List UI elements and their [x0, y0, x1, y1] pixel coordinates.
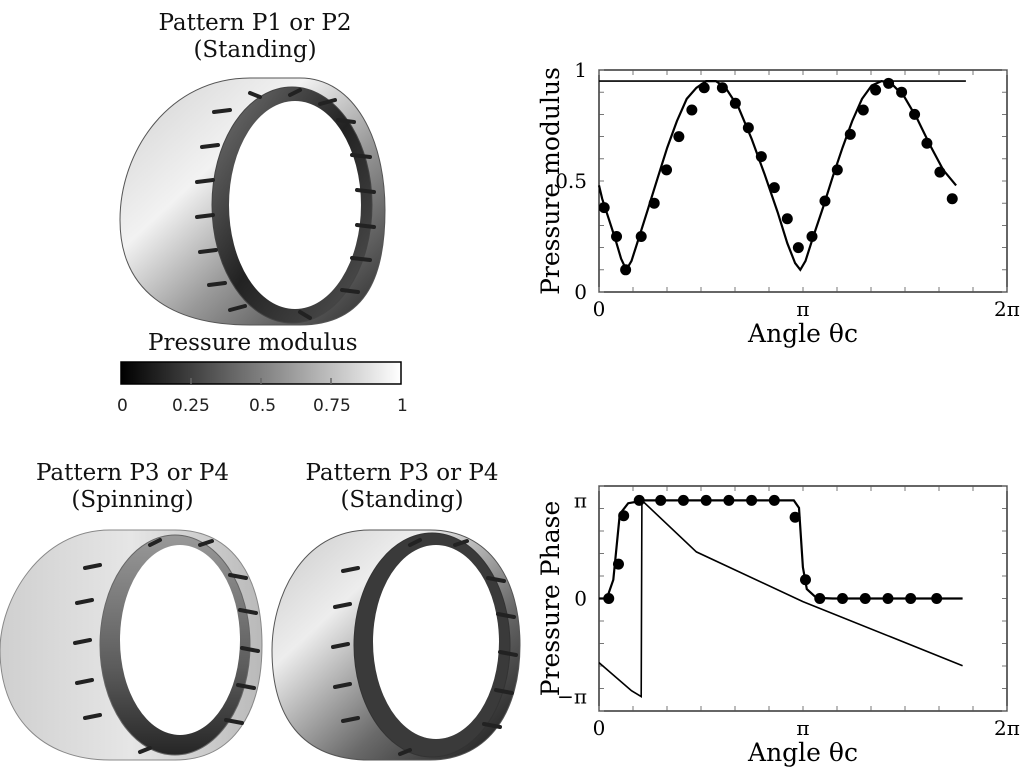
data-point [620, 264, 632, 276]
data-point [768, 494, 780, 506]
data-point [768, 182, 780, 194]
y-tick-label: −π [557, 685, 587, 709]
ring-illustration-standing-p1p2 [119, 77, 386, 326]
data-point [612, 558, 624, 570]
series-line [597, 79, 957, 273]
y-tick-label: π [574, 488, 587, 512]
ring-illustration-standing-p3p4 [271, 529, 521, 761]
chart-pressure-modulus: 0 π 2π 0 0.5 1 Angle θc Pressure modulus [536, 58, 1020, 348]
y-tick-label: 0 [574, 280, 587, 304]
x-tick-label: π [796, 297, 809, 321]
panel-title-spinning-p3p4: Pattern P3 or P4 (Spinning) [0, 460, 265, 514]
data-point [799, 574, 811, 586]
data-point [844, 128, 856, 140]
data-point [655, 494, 667, 506]
panel-title-standing-p1p2: Pattern P1 or P2 (Standing) [120, 10, 390, 64]
title-line2: (Standing) [193, 37, 317, 63]
data-point [883, 77, 895, 89]
data-point [837, 593, 849, 604]
data-point [909, 108, 921, 120]
x-axis-label: Angle θc [747, 319, 858, 348]
colorbar-tick-3: 0.75 [313, 396, 351, 416]
data-point [648, 197, 660, 209]
colorbar-tick-1: 0.25 [172, 396, 210, 416]
data-point [716, 82, 728, 94]
panel-title-standing-p3p4: Pattern P3 or P4 (Standing) [272, 460, 532, 514]
data-point [859, 593, 871, 604]
series-line [599, 499, 963, 600]
x-tick-label: 2π [994, 297, 1020, 321]
data-point [723, 494, 735, 506]
title-line2: (Spinning) [71, 487, 194, 513]
data-point [618, 510, 630, 522]
data-point [946, 193, 958, 205]
y-axis-label: Pressure modulus [536, 67, 565, 295]
y-tick-label: 0.5 [555, 169, 587, 193]
plot-frame [598, 69, 1008, 293]
x-tick-label: 0 [593, 297, 606, 321]
data-point [792, 242, 804, 254]
data-point [814, 593, 826, 604]
data-point [698, 82, 710, 94]
data-point [934, 166, 946, 178]
data-point [603, 593, 615, 604]
ring-illustration-spinning-p3p4 [0, 529, 263, 761]
x-tick-label: 2π [994, 716, 1020, 740]
title-line1: Pattern P3 or P4 [305, 460, 499, 486]
data-point [921, 137, 933, 149]
title-line2: (Standing) [340, 487, 464, 513]
title-line1: Pattern P1 or P2 [158, 10, 352, 36]
data-point [686, 104, 698, 116]
colorbar-tick-4: 1 [397, 396, 408, 416]
data-point [870, 84, 882, 96]
data-point [896, 86, 908, 98]
data-point [806, 231, 818, 242]
data-point [677, 494, 689, 506]
x-tick-label: 0 [593, 716, 606, 740]
data-point [729, 97, 741, 109]
y-tick-label: 0 [574, 587, 587, 611]
data-point [700, 494, 712, 506]
data-point [598, 202, 610, 214]
data-point [673, 131, 685, 143]
data-point [905, 593, 917, 604]
data-point [661, 164, 673, 176]
colorbar-title: Pressure modulus [148, 330, 358, 356]
data-point [789, 511, 801, 523]
x-tick-label: π [796, 716, 809, 740]
data-point [755, 151, 767, 163]
data-point [831, 164, 843, 176]
data-point [635, 231, 647, 242]
y-axis-label: Pressure Phase [536, 501, 565, 696]
data-point [746, 494, 758, 506]
colorbar-tick-2: 0.5 [249, 396, 277, 416]
x-axis-label: Angle θc [747, 738, 858, 767]
data-point [819, 195, 831, 207]
colorbar [120, 361, 402, 385]
data-point [857, 104, 869, 116]
y-tick-label: 1 [574, 58, 587, 82]
data-point [611, 231, 623, 242]
title-line1: Pattern P3 or P4 [35, 460, 230, 486]
data-point [633, 494, 645, 506]
colorbar-tick-0: 0 [117, 396, 128, 416]
data-point [882, 593, 894, 604]
data-point [742, 122, 754, 134]
data-point [781, 213, 793, 225]
data-point [931, 593, 943, 604]
